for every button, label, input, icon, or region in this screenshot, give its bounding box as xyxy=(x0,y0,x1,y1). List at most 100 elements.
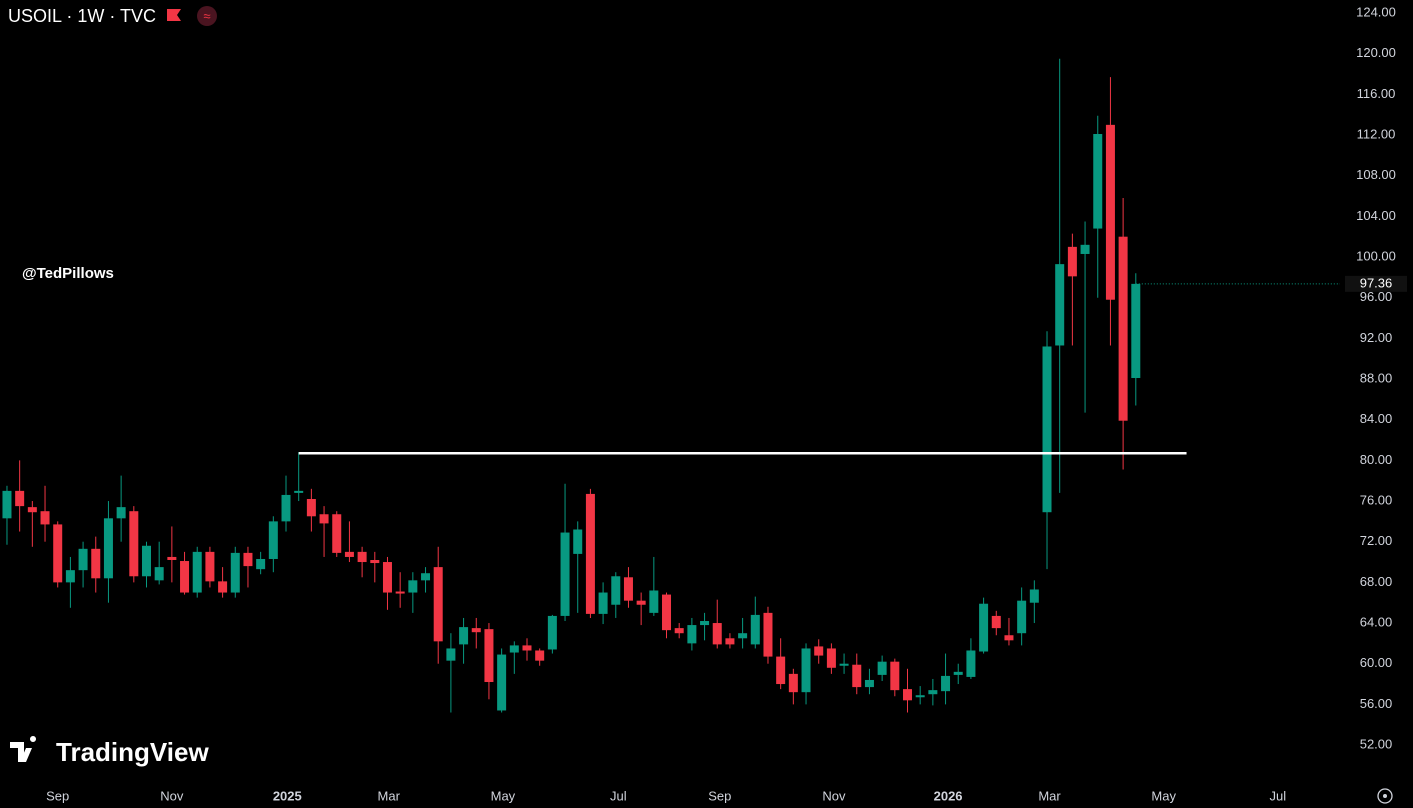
candle-body xyxy=(928,690,938,695)
y-tick-label: 96.00 xyxy=(1360,289,1393,304)
candle-body xyxy=(141,545,151,577)
candle-body xyxy=(725,638,735,645)
candle-body xyxy=(91,548,101,579)
y-tick-label: 112.00 xyxy=(1357,126,1396,141)
candle-body xyxy=(2,490,12,519)
candle-body xyxy=(1029,589,1039,603)
candle-body xyxy=(522,645,532,651)
watermark: TradingView xyxy=(56,737,209,767)
candle-body xyxy=(1055,264,1065,346)
y-tick-label: 76.00 xyxy=(1360,492,1393,507)
candle-body xyxy=(103,518,113,579)
y-tick-label: 104.00 xyxy=(1356,208,1396,223)
y-tick-label: 116.00 xyxy=(1357,86,1396,101)
candle-body xyxy=(750,614,760,645)
settings-dot xyxy=(1383,794,1387,798)
candle-body xyxy=(814,646,824,656)
candle-body xyxy=(484,629,494,683)
candle-body xyxy=(433,567,443,642)
candle-body xyxy=(116,507,126,519)
candle-body xyxy=(712,623,722,645)
candle-body xyxy=(598,592,608,614)
candle-body xyxy=(1080,244,1090,254)
candle-body xyxy=(1017,600,1027,634)
indicator-glyph: ≈ xyxy=(203,8,210,23)
candle-body xyxy=(1118,236,1128,421)
candle-body xyxy=(560,532,570,616)
candle-body xyxy=(700,621,710,626)
x-tick-label: Sep xyxy=(708,788,731,803)
candle-body xyxy=(991,615,1001,629)
candle-body xyxy=(357,551,367,563)
candle-body xyxy=(941,675,951,692)
candle-body xyxy=(1105,124,1115,300)
y-tick-label: 72.00 xyxy=(1360,533,1393,548)
candle-body xyxy=(801,648,811,693)
x-tick-label: Jul xyxy=(610,788,627,803)
candle-body xyxy=(623,577,633,601)
x-tick-label: 2026 xyxy=(934,788,963,803)
candle-body xyxy=(826,648,836,668)
y-tick-label: 100.00 xyxy=(1356,248,1396,263)
candle-body xyxy=(662,594,672,631)
candle-body xyxy=(192,551,202,593)
candle-body xyxy=(687,625,697,644)
candle-body xyxy=(446,648,456,661)
candle-body xyxy=(674,628,684,634)
candle-body xyxy=(332,514,342,553)
candle-body xyxy=(852,664,862,688)
candle-body xyxy=(129,511,139,577)
y-tick-label: 68.00 xyxy=(1360,574,1393,589)
candle-body xyxy=(890,661,900,691)
candle-body xyxy=(788,673,798,693)
candle-body xyxy=(535,650,545,661)
x-tick-label: Jul xyxy=(1270,788,1287,803)
candle-body xyxy=(294,490,304,493)
x-tick-label: Nov xyxy=(822,788,846,803)
y-tick-label: 56.00 xyxy=(1360,696,1393,711)
candle-body xyxy=(319,514,329,524)
y-tick-label: 124.00 xyxy=(1356,4,1396,19)
candle-body xyxy=(877,661,887,675)
x-tick-label: May xyxy=(1151,788,1176,803)
candle-body xyxy=(864,679,874,688)
annotation: @TedPillows xyxy=(22,265,114,282)
candle-body xyxy=(509,645,519,653)
candle-body xyxy=(1093,134,1103,229)
candle-body xyxy=(268,521,278,559)
y-tick-label: 108.00 xyxy=(1356,167,1396,182)
candle-body xyxy=(306,499,316,517)
candle-body xyxy=(1131,283,1141,379)
y-tick-label: 84.00 xyxy=(1360,411,1393,426)
chart-title: USOIL · 1W · TVC xyxy=(8,6,156,26)
candle-body xyxy=(738,633,748,639)
candle-body xyxy=(497,654,507,711)
candle-body xyxy=(205,551,215,582)
y-tick-label: 92.00 xyxy=(1360,330,1393,345)
candle-body xyxy=(53,524,63,583)
x-tick-label: 2025 xyxy=(273,788,302,803)
y-tick-label: 60.00 xyxy=(1360,655,1393,670)
y-tick-label: 52.00 xyxy=(1360,736,1393,751)
candle-body xyxy=(256,558,266,570)
candle-body xyxy=(370,560,380,564)
x-tick-label: Mar xyxy=(1038,788,1061,803)
y-tick-label: 80.00 xyxy=(1360,452,1393,467)
candle-body xyxy=(154,567,164,581)
candle-body xyxy=(395,591,405,594)
candle-body xyxy=(243,552,253,567)
candle-body xyxy=(40,511,50,525)
candle-body xyxy=(78,548,88,571)
settings-icon[interactable] xyxy=(1377,788,1393,804)
candle-body xyxy=(218,581,228,593)
candle-body xyxy=(344,551,354,557)
x-tick-label: Mar xyxy=(378,788,401,803)
last-price-tag xyxy=(1345,275,1407,292)
indicator-icon[interactable] xyxy=(197,6,217,26)
candle-body xyxy=(421,573,431,581)
candle-body xyxy=(281,494,291,522)
y-tick-label: 88.00 xyxy=(1360,370,1393,385)
candle-body xyxy=(1042,346,1052,513)
candle-body xyxy=(763,612,773,657)
